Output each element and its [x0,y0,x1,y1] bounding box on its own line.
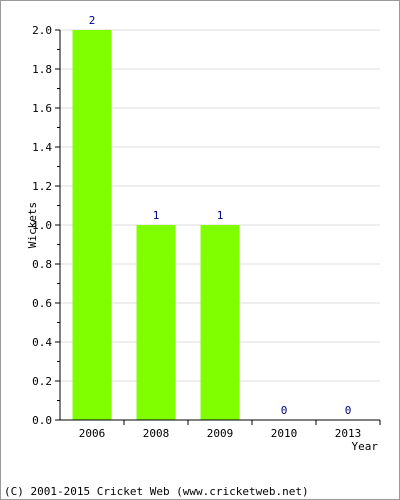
x-axis-title: Year [352,440,379,453]
y-tick-label: 2.0 [32,24,52,37]
bar-value-labels: 2 1 1 0 0 [89,14,352,417]
x-tick-labels: 2006 2008 2009 2010 2013 [79,427,362,440]
y-tick-label: 0.0 [32,414,52,427]
y-tick-label: 0.4 [32,336,52,349]
grid-lines [60,29,380,382]
bars [72,30,240,420]
bar-2009 [200,225,240,420]
bar-value-label: 1 [217,209,224,222]
y-tick-label: 0.2 [32,375,52,388]
x-tick-label: 2013 [335,427,362,440]
y-axis-title: Wickets [26,202,39,248]
y-tick-label: 0.6 [32,297,52,310]
x-tick-label: 2010 [271,427,298,440]
bar-value-label: 1 [153,209,160,222]
bar-2008 [136,225,176,420]
x-tick-label: 2008 [143,427,170,440]
y-tick-label: 1.6 [32,102,52,115]
y-tick-label: 1.2 [32,180,52,193]
bar-value-label: 0 [281,404,288,417]
y-tick-label: 0.8 [32,258,52,271]
y-tick-label: 1.0 [32,219,52,232]
y-tick-label: 1.8 [32,63,52,76]
y-tick-labels: 0.0 0.2 0.4 0.6 0.8 1.0 1.2 1.4 1.6 1.8 2.0 [32,24,52,427]
axes [55,29,381,425]
x-tick-label: 2006 [79,427,106,440]
bar-2006 [72,30,112,420]
bar-value-label: 2 [89,14,96,27]
copyright-footer: (C) 2001-2015 Cricket Web (www.cricketwe… [4,485,309,498]
y-tick-label: 1.4 [32,141,52,154]
x-tick-label: 2009 [207,427,234,440]
bar-value-label: 0 [345,404,352,417]
